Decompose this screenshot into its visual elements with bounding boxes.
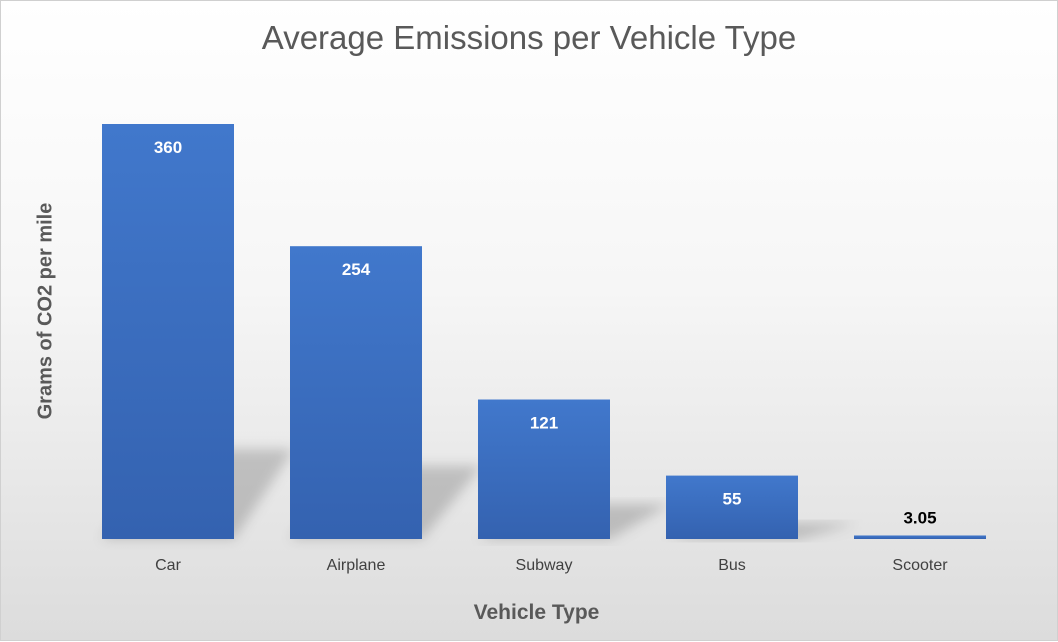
data-label-bus: 55 xyxy=(723,490,742,509)
x-tick-label-airplane: Airplane xyxy=(327,557,386,574)
data-label-airplane: 254 xyxy=(342,260,371,279)
bar-car xyxy=(102,124,234,539)
x-tick-label-bus: Bus xyxy=(718,557,746,574)
data-label-scooter: 3.05 xyxy=(903,508,936,527)
data-label-subway: 121 xyxy=(530,414,558,433)
chart-title: Average Emissions per Vehicle Type xyxy=(261,19,797,56)
data-label-car: 360 xyxy=(154,138,182,157)
bar-airplane xyxy=(290,246,422,539)
bar-bus xyxy=(666,475,798,539)
x-axis-title: Vehicle Type xyxy=(473,601,600,624)
bar-subway xyxy=(478,399,610,539)
x-tick-label-subway: Subway xyxy=(516,557,573,574)
bar-scooter xyxy=(854,535,986,539)
x-tick-label-car: Car xyxy=(155,557,181,574)
x-tick-label-scooter: Scooter xyxy=(892,557,948,574)
